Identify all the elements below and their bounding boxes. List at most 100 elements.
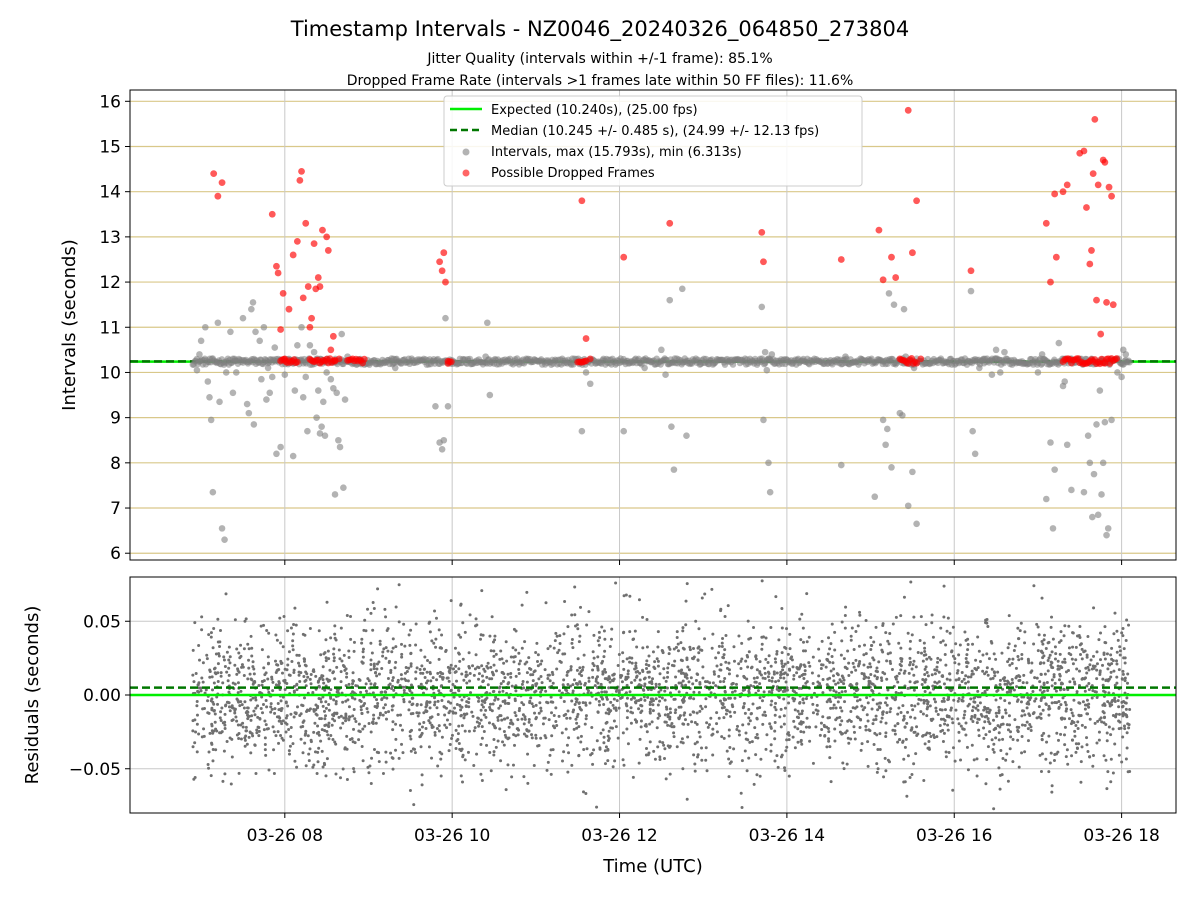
residual-point [570, 665, 573, 668]
residual-point [728, 728, 731, 731]
residual-point [524, 663, 527, 666]
residual-point [976, 757, 979, 760]
residual-point [470, 711, 473, 714]
residual-point [1112, 632, 1115, 635]
residual-point [351, 714, 354, 717]
residual-point [1072, 677, 1075, 680]
intervals-y-tick-label: 15 [99, 137, 121, 157]
residual-point [479, 743, 482, 746]
residual-point [692, 697, 695, 700]
residual-point [1013, 689, 1016, 692]
residual-point [784, 671, 787, 674]
residual-point [516, 727, 519, 730]
residual-point [523, 722, 526, 725]
residual-point [267, 655, 270, 658]
dropped-frame-point [1051, 191, 1058, 198]
residual-point [1045, 741, 1048, 744]
residual-point [532, 679, 535, 682]
residual-point [865, 652, 868, 655]
residual-point [1039, 754, 1042, 757]
residual-point [798, 668, 801, 671]
residual-point [241, 663, 244, 666]
residual-point [458, 704, 461, 707]
residual-point [976, 718, 979, 721]
dropped-frame-point [210, 170, 217, 177]
residual-point [692, 657, 695, 660]
residual-point [981, 670, 984, 673]
residual-point [663, 747, 666, 750]
residual-point [249, 751, 252, 754]
residual-point [309, 627, 312, 630]
residual-point [473, 674, 476, 677]
residual-point [369, 668, 372, 671]
residual-point [296, 705, 299, 708]
residual-point [414, 644, 417, 647]
residual-point [946, 630, 949, 633]
residual-point [600, 690, 603, 693]
residual-point [909, 640, 912, 643]
residual-point [399, 713, 402, 716]
residual-point [985, 758, 988, 761]
residual-point [200, 689, 203, 692]
residual-point [997, 766, 1000, 769]
residual-point [367, 771, 370, 774]
interval-point [909, 469, 916, 476]
residual-point [756, 736, 759, 739]
residual-point [711, 633, 714, 636]
residual-point [816, 713, 819, 716]
residual-point [360, 712, 363, 715]
residual-point [928, 747, 931, 750]
residual-point [1046, 689, 1049, 692]
residual-point [307, 734, 310, 737]
interval-point [256, 338, 263, 345]
residual-point [302, 719, 305, 722]
residual-point [1092, 655, 1095, 658]
residual-point [493, 726, 496, 729]
residual-point [1108, 702, 1111, 705]
residual-point [935, 666, 938, 669]
residual-point [1016, 739, 1019, 742]
residual-point [280, 709, 283, 712]
residual-point [608, 737, 611, 740]
residual-point [902, 758, 905, 761]
residual-point [717, 675, 720, 678]
residual-point [480, 589, 483, 592]
residual-point [861, 742, 864, 745]
residual-point [624, 678, 627, 681]
residual-point [787, 702, 790, 705]
residual-point [221, 780, 224, 783]
residual-point [698, 731, 701, 734]
residual-point [1011, 678, 1014, 681]
residual-point [740, 792, 743, 795]
residual-point [784, 707, 787, 710]
residual-point [1126, 746, 1129, 749]
residual-point [689, 713, 692, 716]
residual-point [362, 650, 365, 653]
residual-point [225, 671, 228, 674]
residual-point [1038, 705, 1041, 708]
residual-point [863, 644, 866, 647]
residual-point [768, 654, 771, 657]
residual-point [829, 700, 832, 703]
residual-point [556, 635, 559, 638]
residual-point [698, 681, 701, 684]
residual-point [992, 719, 995, 722]
residual-point [657, 691, 660, 694]
dropped-frame-point [269, 211, 276, 218]
residual-point [833, 631, 836, 634]
residual-point [875, 626, 878, 629]
residual-point [465, 712, 468, 715]
residual-point [1088, 669, 1091, 672]
residual-point [434, 646, 437, 649]
residual-point [210, 723, 213, 726]
residual-point [751, 740, 754, 743]
residual-point [900, 660, 903, 663]
residual-point [223, 772, 226, 775]
residual-point [613, 720, 616, 723]
residual-point [246, 643, 249, 646]
residual-point [668, 716, 671, 719]
residual-point [549, 679, 552, 682]
residual-point [530, 733, 533, 736]
residual-point [418, 722, 421, 725]
residual-point [298, 674, 301, 677]
